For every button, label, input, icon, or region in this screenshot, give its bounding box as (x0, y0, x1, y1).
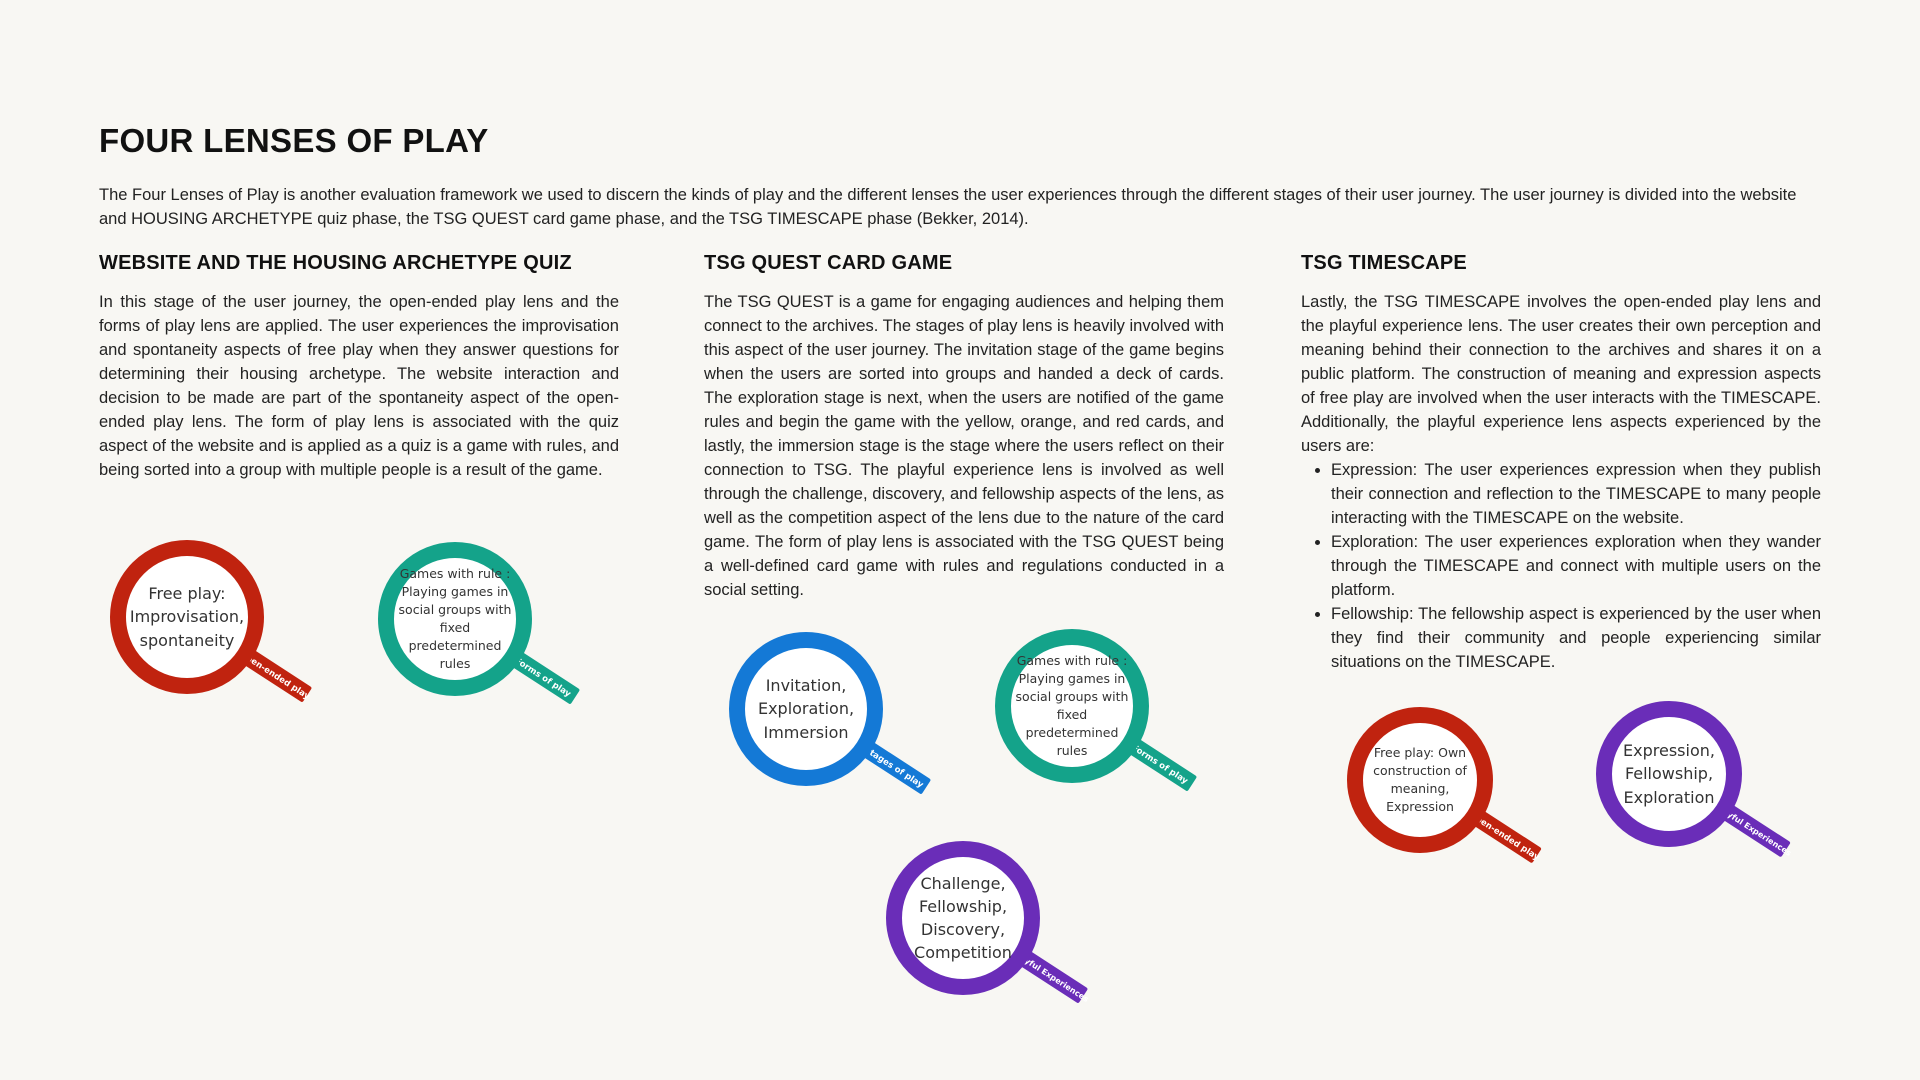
lens-text: Invitation, Exploration, Immersion (757, 676, 855, 742)
website-quiz-body: In this stage of the user journey, the o… (99, 293, 619, 479)
magnifying-glass-icon: Open-ended play (1347, 707, 1541, 863)
lens-text: Games with rule : Playing games in socia… (1015, 652, 1129, 759)
intro-paragraph: The Four Lenses of Play is another evalu… (99, 186, 1797, 228)
lens-handle-label: Stages of play (862, 745, 925, 791)
timescape-body: Lastly, the TSG TIMESCAPE involves the o… (1301, 293, 1821, 455)
quest-body: The TSG QUEST is a game for engaging aud… (704, 293, 1224, 599)
magnifying-glass-icon: Playful Experiences (1596, 701, 1793, 858)
lens-ring (729, 632, 883, 786)
timescape-heading: TSG TIMESCAPE (1301, 252, 1467, 274)
lens-ring (378, 542, 532, 696)
lens-text: Free play: Improvisation, spontaneity (129, 584, 245, 650)
website-quiz-heading: WEBSITE AND THE HOUSING ARCHETYPE QUIZ (99, 252, 572, 274)
lens-ring (886, 841, 1040, 995)
quest-heading: TSG QUEST CARD GAME (704, 252, 953, 274)
quest-card-game-section: TSG QUEST CARD GAME The TSG QUEST is a g… (704, 252, 1224, 602)
magnifying-glass-icon: Stages of play (729, 632, 931, 794)
lens-text: Games with rule : Playing games in socia… (398, 565, 512, 672)
timescape-bullet-list: Expression: The user experiences express… (1301, 458, 1821, 674)
lens-text: Free play: Own construction of meaning, … (1373, 744, 1467, 815)
page-title: FOUR LENSES OF PLAY (99, 122, 489, 159)
website-quiz-section: WEBSITE AND THE HOUSING ARCHETYPE QUIZ I… (99, 252, 619, 482)
lens-handle-label: Forms of play (1130, 743, 1190, 787)
lens-handle-label: Forms of play (513, 656, 573, 700)
bullet-fellowship: Fellowship: The fellowship aspect is exp… (1331, 602, 1821, 674)
magnifying-glass-icon: Open-ended play (110, 540, 312, 702)
lens-ring (110, 540, 264, 694)
magnifying-glass-icon: Forms of play (995, 629, 1197, 791)
lens-ring (1596, 701, 1742, 847)
lens-ring (995, 629, 1149, 783)
bullet-exploration: Exploration: The user experiences explor… (1331, 530, 1821, 602)
bullet-expression: Expression: The user experiences express… (1331, 458, 1821, 530)
lens-text: Expression, Fellowship, Exploration (1623, 741, 1715, 807)
timescape-section: TSG TIMESCAPE Lastly, the TSG TIMESCAPE … (1301, 252, 1821, 674)
lens-ring (1347, 707, 1493, 853)
magnifying-glass-icon: Forms of play (378, 542, 580, 704)
magnifying-glass-icon: Playful Experiences (886, 841, 1090, 1004)
lens-text: Challenge, Fellowship, Discovery, Compet… (914, 873, 1012, 963)
